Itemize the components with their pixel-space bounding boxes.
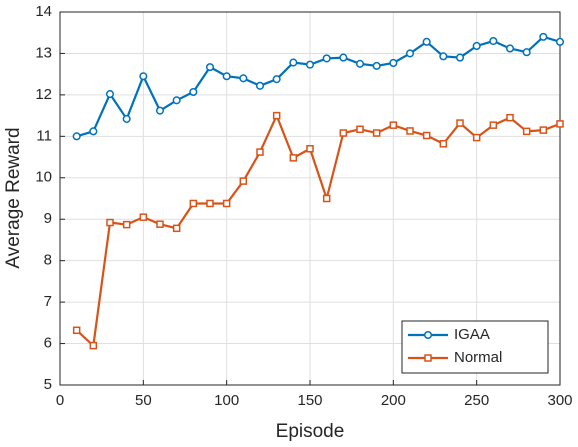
legend: IGAA Normal: [401, 320, 549, 374]
marker: [439, 140, 448, 148]
marker: [139, 213, 148, 221]
marker: [289, 58, 298, 67]
marker: [455, 53, 465, 62]
marker: [156, 220, 164, 228]
y-tick-label: 12: [35, 86, 52, 103]
marker: [172, 96, 181, 105]
marker: [489, 36, 498, 46]
marker: [472, 133, 481, 142]
y-tick-label: 11: [36, 127, 52, 144]
marker: [422, 131, 431, 140]
y-tick-label: 13: [35, 44, 52, 61]
legend-marker: [424, 354, 432, 362]
y-tick-label: 9: [44, 210, 52, 227]
legend-label: Normal: [454, 349, 502, 366]
marker: [205, 63, 215, 72]
marker: [389, 121, 398, 129]
x-tick-label: 200: [381, 392, 406, 409]
marker: [256, 148, 264, 156]
marker: [355, 59, 365, 68]
y-tick-label: 8: [44, 252, 52, 269]
marker: [189, 199, 198, 208]
marker: [239, 177, 248, 185]
marker: [72, 132, 81, 141]
x-axis-label: Episode: [276, 421, 345, 442]
marker: [155, 106, 165, 115]
x-tick-label: 50: [135, 392, 152, 409]
y-axis-label: Average Reward: [3, 127, 24, 268]
marker: [305, 60, 315, 69]
marker: [89, 341, 98, 350]
marker: [139, 72, 148, 81]
marker: [406, 127, 414, 135]
marker: [522, 127, 531, 136]
marker: [105, 90, 115, 99]
x-tick-label: 100: [214, 392, 239, 409]
marker: [389, 58, 398, 68]
marker: [106, 218, 114, 227]
marker: [322, 54, 331, 63]
marker: [339, 53, 348, 62]
marker: [505, 44, 515, 53]
marker: [472, 41, 481, 51]
x-tick-label: 300: [547, 392, 572, 409]
y-tick-label: 5: [44, 376, 52, 393]
y-tick-label: 14: [35, 3, 52, 20]
marker: [222, 72, 231, 81]
marker: [322, 194, 331, 203]
axes-box: [59, 11, 561, 386]
marker: [255, 81, 265, 90]
x-tick-label: 0: [56, 392, 64, 409]
marker: [122, 114, 131, 123]
marker: [72, 326, 81, 335]
marker: [272, 111, 281, 120]
marker: [539, 32, 548, 41]
marker: [456, 119, 464, 127]
marker: [272, 75, 281, 84]
y-tick-label: 7: [44, 293, 52, 310]
marker: [405, 49, 415, 58]
marker: [289, 154, 298, 162]
marker: [356, 125, 364, 134]
marker: [372, 61, 381, 70]
marker: [189, 87, 198, 97]
legend-marker: [423, 330, 433, 340]
marker: [556, 120, 564, 128]
marker: [439, 52, 448, 61]
y-tick-label: 10: [35, 169, 52, 186]
legend-label: IGAA: [454, 326, 490, 343]
x-tick-label: 150: [297, 392, 322, 409]
marker: [172, 224, 181, 233]
marker: [555, 37, 565, 46]
y-tick-label: 6: [44, 335, 52, 352]
marker: [239, 74, 248, 83]
marker: [306, 145, 314, 153]
marker: [222, 199, 231, 208]
marker: [522, 48, 531, 57]
legend-box: [401, 320, 549, 374]
marker: [89, 127, 98, 136]
marker: [422, 37, 431, 46]
x-tick-label: 250: [464, 392, 489, 409]
marker: [339, 129, 348, 137]
marker: [506, 113, 514, 122]
marker: [206, 199, 214, 208]
marker: [372, 129, 381, 137]
marker: [489, 121, 498, 129]
marker: [539, 126, 548, 134]
marker: [122, 220, 131, 229]
